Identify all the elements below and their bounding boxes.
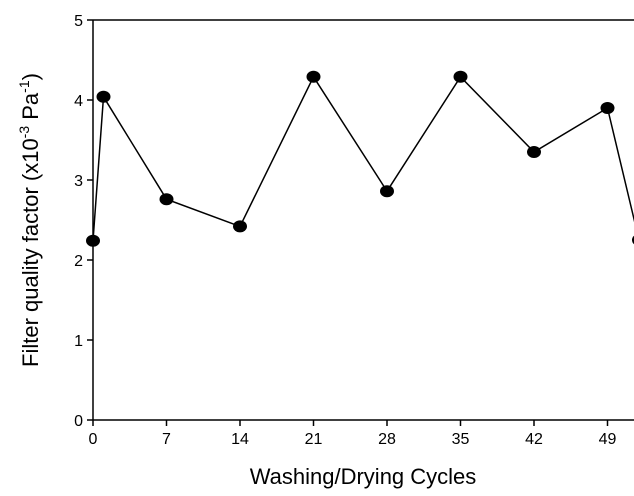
x-tick-label: 7: [162, 431, 171, 448]
x-tick-label: 42: [525, 431, 543, 448]
y-title-part: Pa: [18, 92, 43, 126]
x-tick-label: 49: [599, 431, 617, 448]
x-tick-label: 35: [452, 431, 470, 448]
y-tick-label: 3: [74, 173, 83, 190]
data-point: [380, 185, 394, 198]
data-point: [159, 193, 174, 206]
y-axis-title: Filter quality factor (x10-3 Pa-1): [16, 73, 43, 367]
data-point: [96, 90, 111, 103]
x-tick-label: 14: [231, 431, 249, 448]
x-tick-label: 21: [305, 431, 323, 448]
data-point: [453, 70, 468, 83]
y-title-part: Filter quality factor (x10: [18, 138, 43, 367]
y-title-sup: -1: [16, 80, 32, 93]
plot-area: [86, 70, 634, 247]
y-tick-label: 5: [74, 13, 83, 30]
data-point: [86, 234, 100, 247]
y-tick-label: 1: [74, 333, 83, 350]
x-tick-label: 28: [378, 431, 396, 448]
data-point: [600, 102, 615, 114]
y-tick-label: 4: [74, 93, 83, 110]
y-tick-label: 0: [74, 413, 83, 430]
y-tick-label: 2: [74, 253, 83, 270]
y-title-sup: -3: [16, 126, 32, 139]
data-point: [306, 70, 321, 83]
data-line: [92, 75, 634, 241]
x-axis-title: Washing/Drying Cycles: [250, 464, 477, 489]
axes: [92, 19, 634, 421]
data-point: [233, 220, 247, 233]
x-tick-label: 0: [89, 431, 98, 448]
y-title-part: ): [18, 73, 43, 80]
data-point: [527, 146, 541, 158]
